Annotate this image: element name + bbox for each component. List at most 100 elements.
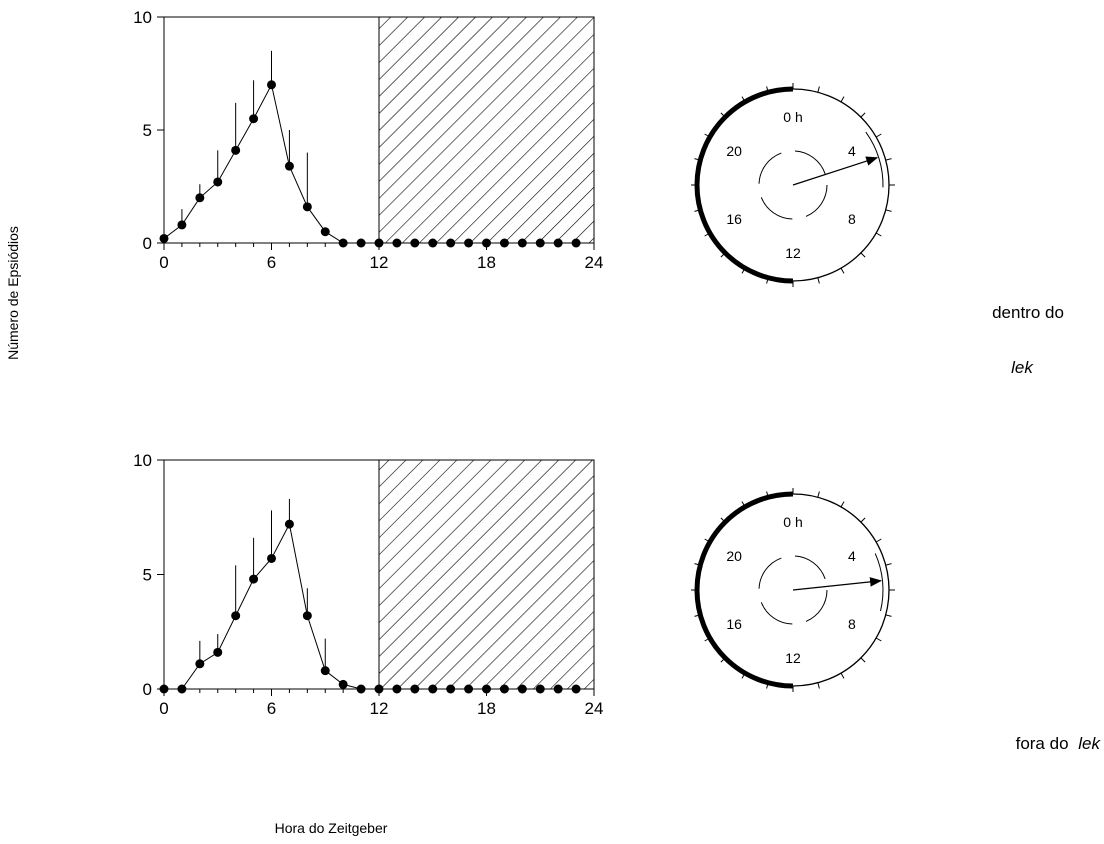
mean-vector-arrow <box>792 156 879 186</box>
confidence-arc <box>865 131 884 188</box>
clock-tick <box>694 158 701 161</box>
clock-tick <box>885 209 892 212</box>
data-point <box>356 684 366 694</box>
clock-hour-label: 4 <box>848 548 856 564</box>
data-point <box>571 238 581 248</box>
line-plot-fora: 0 5 10 0 6 12 18 24 <box>133 451 603 718</box>
data-point <box>410 684 420 694</box>
clock-tick <box>720 657 726 663</box>
data-point <box>320 666 330 676</box>
condition-label-part1: fora do <box>1016 734 1069 753</box>
circular-clock-dentro: 0 h 4 8 12 16 20 <box>691 83 895 287</box>
clock-hour-label: 4 <box>848 143 856 159</box>
clock-hour-label: 12 <box>785 245 801 261</box>
clock-tick <box>840 96 845 103</box>
clock-tick <box>817 682 820 689</box>
data-point <box>374 238 384 248</box>
clock-active-arc <box>694 86 794 284</box>
condition-label: fora do lek <box>1016 734 1102 753</box>
clock-inner-dashed-circle <box>758 150 828 220</box>
clock-tick <box>885 614 892 617</box>
data-point <box>499 238 509 248</box>
data-point <box>320 227 330 237</box>
dark-phase-region <box>378 16 595 244</box>
clock-hour-label: 12 <box>785 650 801 666</box>
clock-tick <box>875 133 882 138</box>
data-point <box>428 684 438 694</box>
x-tick-label: 6 <box>267 253 276 272</box>
clock-tick <box>694 614 701 617</box>
data-point <box>553 238 563 248</box>
clock-tick <box>860 112 866 118</box>
y-tick-label: 0 <box>143 234 152 253</box>
clock-tick <box>840 267 845 274</box>
clock-tick <box>875 538 882 543</box>
data-point <box>267 553 276 563</box>
clock-tick <box>741 501 746 508</box>
x-tick-label: 12 <box>370 699 389 718</box>
clock-hour-label: 8 <box>848 616 856 632</box>
panel-fora-do-lek: 0 5 10 0 6 12 18 24 0 h 4 8 12 16 20 fora do lek <box>133 451 1101 753</box>
clock-tick <box>860 252 866 258</box>
data-point <box>249 114 259 124</box>
data-point <box>213 177 223 187</box>
data-point <box>374 684 384 694</box>
clock-tick <box>741 267 746 274</box>
clock-hour-label: 8 <box>848 211 856 227</box>
clock-hour-label: 0 h <box>783 514 802 530</box>
clock-active-arc <box>694 491 794 689</box>
data-point <box>482 238 491 248</box>
clock-tick <box>766 682 769 689</box>
clock-tick <box>817 277 820 284</box>
data-point <box>159 233 169 243</box>
clock-tick <box>741 96 746 103</box>
data-point <box>392 684 402 694</box>
x-tick-label: 24 <box>585 699 604 718</box>
line-plot-dentro: 0 5 10 0 6 12 18 24 <box>133 8 603 272</box>
clock-tick <box>817 86 820 93</box>
y-tick-label: 10 <box>133 8 152 27</box>
clock-tick <box>885 563 892 566</box>
data-point <box>338 238 348 248</box>
y-tick-label: 0 <box>143 680 152 699</box>
data-point <box>195 193 205 203</box>
condition-label-line1: dentro do <box>992 303 1064 322</box>
dark-phase-region <box>378 459 595 690</box>
data-point <box>302 611 312 621</box>
data-point <box>446 684 456 694</box>
x-tick-label: 18 <box>477 253 496 272</box>
clock-hour-label: 16 <box>726 211 742 227</box>
clock-tick <box>766 277 769 284</box>
x-axis-title: Hora do Zeitgeber <box>275 820 388 836</box>
data-point <box>464 684 474 694</box>
clock-tick <box>860 657 866 663</box>
data-point <box>177 684 187 694</box>
clock-tick <box>860 517 866 523</box>
data-point <box>535 684 545 694</box>
panel-dentro-do-lek: 0 5 10 0 6 12 18 24 0 h 4 8 12 16 20 dentro do lek <box>133 8 1064 377</box>
clock-tick <box>875 637 882 642</box>
data-point <box>553 684 563 694</box>
data-point <box>231 145 241 155</box>
y-tick-label: 5 <box>143 121 152 140</box>
condition-label-line2: lek <box>1011 358 1034 377</box>
y-tick-label: 5 <box>143 566 152 585</box>
clock-hour-label: 16 <box>726 616 742 632</box>
circular-clock-fora: 0 h 4 8 12 16 20 <box>691 488 895 692</box>
y-tick-label: 10 <box>133 451 152 470</box>
clock-tick <box>720 517 726 523</box>
data-point <box>446 238 456 248</box>
data-point <box>213 647 223 657</box>
x-tick-label: 0 <box>159 253 168 272</box>
data-point <box>482 684 491 694</box>
data-point <box>267 80 276 90</box>
clock-tick <box>704 637 711 642</box>
clock-tick <box>741 672 746 679</box>
clock-tick <box>840 672 845 679</box>
clock-tick <box>766 491 769 498</box>
clock-tick <box>704 133 711 138</box>
clock-tick <box>694 209 701 212</box>
data-point <box>410 238 420 248</box>
x-tick-label: 12 <box>370 253 389 272</box>
